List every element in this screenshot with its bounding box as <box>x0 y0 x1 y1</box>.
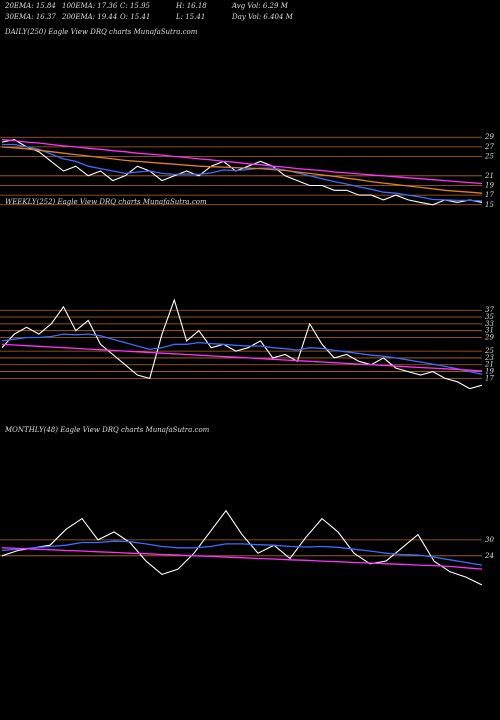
y-tick-label: 30 <box>485 536 494 544</box>
series-line <box>1 509 483 586</box>
y-tick-label: 25 <box>484 347 494 355</box>
y-tick-label: 35 <box>485 313 494 321</box>
y-tick-label: 27 <box>484 143 494 151</box>
stat-label: 20EMA: 15.84 <box>4 2 56 10</box>
series-line <box>1 139 483 206</box>
panel-title: DAILY(250) Eagle View DRQ charts MunafaS… <box>4 28 198 36</box>
y-tick-label: 29 <box>484 133 494 141</box>
stat-label: 100EMA: 17.36 <box>62 2 118 10</box>
y-tick-label: 21 <box>484 361 494 369</box>
stat-label: L: 15.41 <box>175 13 205 21</box>
y-tick-label: 21 <box>484 172 494 180</box>
panel-title: WEEKLY(252) Eagle View DRQ charts Munafa… <box>5 198 207 206</box>
stat-label: H: 16.18 <box>175 2 207 10</box>
y-tick-label: 29 <box>484 333 494 341</box>
stat-label: C: 15.95 <box>120 2 151 10</box>
series-line <box>1 138 483 185</box>
y-tick-label: 31 <box>485 327 494 335</box>
series-line <box>1 343 483 372</box>
series-line <box>1 333 483 375</box>
y-tick-label: 17 <box>485 374 494 382</box>
y-tick-label: 15 <box>485 201 494 209</box>
series-line <box>1 547 483 570</box>
stat-label: 200EMA: 19.44 <box>61 13 117 21</box>
series-line <box>1 298 483 390</box>
y-tick-label: 24 <box>484 552 494 560</box>
y-tick-label: 17 <box>485 191 494 199</box>
y-tick-label: 25 <box>484 153 494 161</box>
stat-label: Day Vol: 6.404 M <box>231 13 294 21</box>
y-tick-label: 19 <box>485 368 494 376</box>
y-tick-label: 33 <box>485 320 494 328</box>
series-line <box>1 146 483 194</box>
series-line <box>2 143 483 202</box>
y-tick-label: 37 <box>485 306 494 314</box>
stat-label: 30EMA: 16.37 <box>5 13 56 21</box>
stat-label: Avg Vol: 6.29 M <box>231 2 289 10</box>
panel-title: MONTHLY(48) Eagle View DRQ charts Munafa… <box>4 426 210 434</box>
y-tick-label: 19 <box>485 181 494 189</box>
y-tick-label: 23 <box>484 354 494 362</box>
stat-label: O: 15.41 <box>120 13 150 21</box>
series-line <box>1 540 483 566</box>
